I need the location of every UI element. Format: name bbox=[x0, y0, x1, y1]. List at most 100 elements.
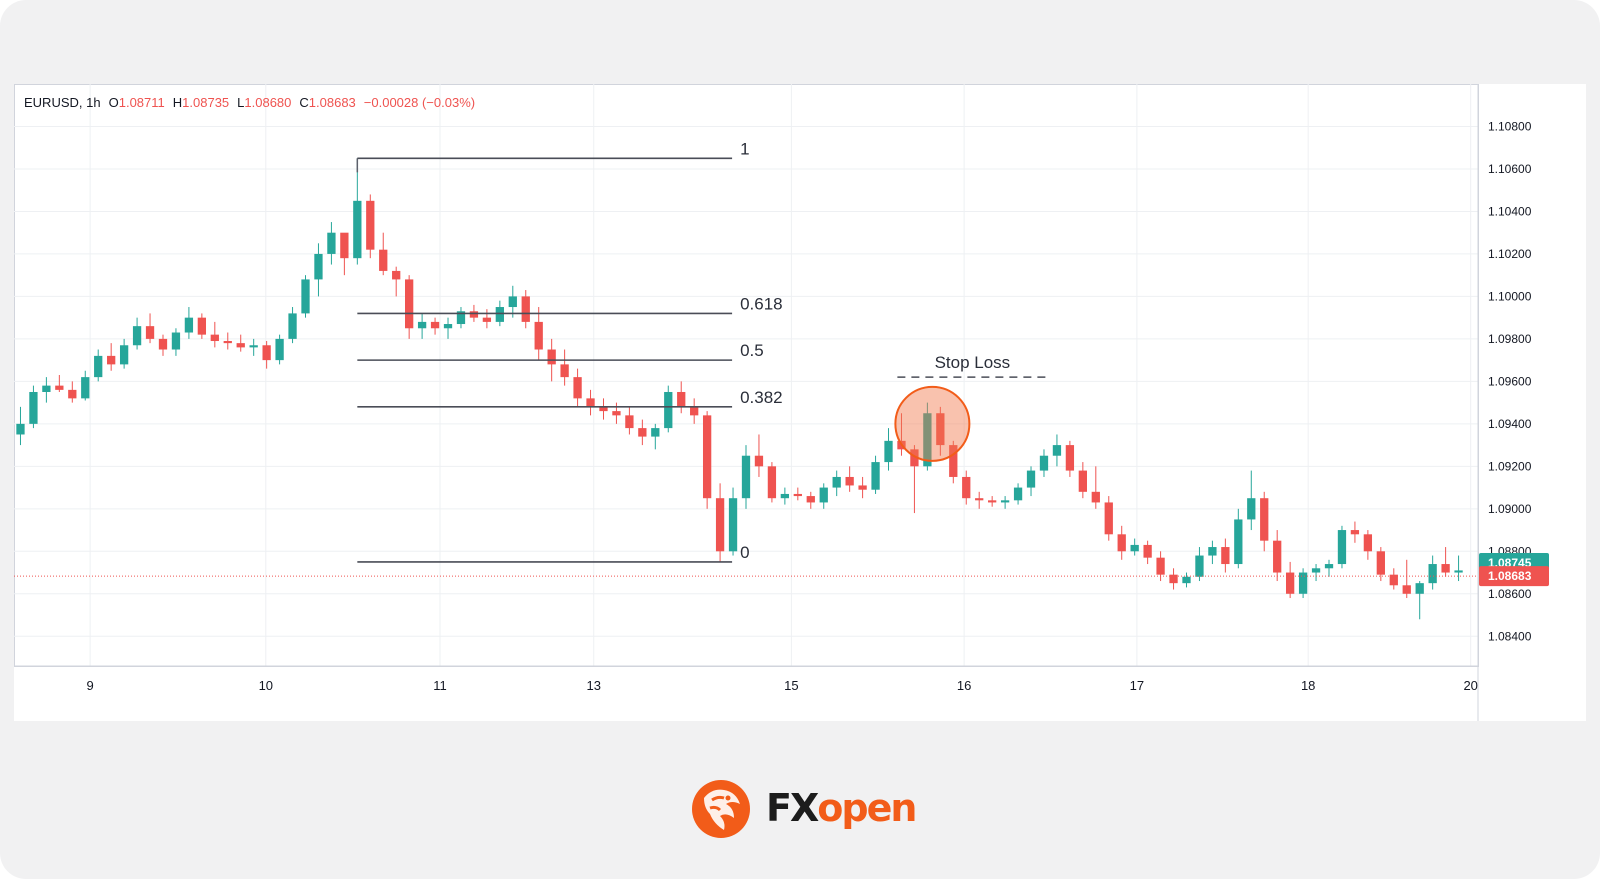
candle-body bbox=[612, 411, 621, 416]
candle bbox=[327, 222, 336, 265]
candle-body bbox=[1350, 530, 1360, 535]
y-tick-label: 1.09000 bbox=[1488, 502, 1532, 516]
candle bbox=[1260, 491, 1269, 552]
candle bbox=[845, 466, 854, 492]
candle bbox=[42, 377, 51, 403]
candle bbox=[1195, 547, 1204, 582]
candle-body bbox=[1298, 572, 1308, 594]
candle-body bbox=[158, 338, 168, 350]
candle-body bbox=[417, 321, 427, 329]
candle bbox=[145, 313, 155, 344]
candle-body bbox=[1208, 547, 1217, 556]
candle bbox=[715, 483, 725, 562]
candle bbox=[1402, 559, 1411, 599]
candle-body bbox=[340, 232, 349, 259]
candle-body bbox=[1311, 568, 1321, 573]
candle-body bbox=[1363, 534, 1373, 552]
y-tick-label: 1.09200 bbox=[1488, 459, 1532, 473]
candle bbox=[1363, 530, 1373, 560]
x-axis: 9 10 11 13 15 16 17 18 20 bbox=[14, 665, 1478, 693]
candle-body bbox=[81, 377, 90, 399]
candle bbox=[638, 419, 647, 446]
candle-body bbox=[923, 413, 932, 467]
y-axis: 1.10800 1.10600 1.10400 1.10200 1.10000 1.098… bbox=[1477, 84, 1532, 721]
candle bbox=[353, 158, 362, 265]
candle-body bbox=[508, 296, 517, 308]
change-value: −0.00028 (−0.03%) bbox=[364, 95, 475, 110]
candle-body bbox=[430, 321, 440, 329]
candle bbox=[1234, 508, 1243, 569]
candle-body bbox=[845, 476, 854, 486]
candle bbox=[962, 470, 971, 505]
candle bbox=[1117, 525, 1126, 560]
candle bbox=[832, 470, 841, 497]
candle bbox=[1130, 538, 1139, 556]
candle-body bbox=[145, 326, 155, 339]
y-tick-label: 1.10400 bbox=[1488, 204, 1532, 218]
candle bbox=[988, 496, 997, 507]
current-price-tag: 1.08683 bbox=[1488, 569, 1532, 583]
candle bbox=[1389, 568, 1398, 590]
candle-body bbox=[690, 406, 699, 416]
candle-body bbox=[392, 270, 401, 280]
candle bbox=[521, 290, 530, 329]
candle bbox=[340, 232, 349, 276]
candle bbox=[1091, 466, 1100, 509]
candle-body bbox=[1337, 530, 1347, 565]
current-price-tag-bg bbox=[1479, 566, 1549, 587]
y-tick-label: 1.08400 bbox=[1488, 629, 1532, 643]
candle bbox=[223, 332, 232, 350]
candle-body bbox=[42, 385, 51, 392]
candle-body bbox=[871, 462, 880, 490]
candle-body bbox=[1013, 487, 1023, 501]
y-tick-label: 1.09800 bbox=[1488, 332, 1532, 346]
candle-body bbox=[107, 355, 116, 365]
y-tick-label: 1.10600 bbox=[1488, 162, 1532, 176]
candle-body bbox=[1441, 564, 1450, 573]
candle bbox=[1324, 559, 1334, 577]
candle bbox=[819, 483, 828, 509]
candle bbox=[171, 328, 181, 356]
x-tick-label: 17 bbox=[1130, 678, 1144, 693]
candle-body bbox=[625, 415, 634, 429]
candle-body bbox=[1104, 502, 1113, 535]
candle-body bbox=[1091, 491, 1100, 503]
candle-body bbox=[715, 498, 725, 552]
candle-body bbox=[119, 345, 129, 365]
x-tick-label: 13 bbox=[587, 678, 601, 693]
candle-body bbox=[521, 296, 530, 322]
candle bbox=[210, 321, 219, 348]
candle-body bbox=[68, 389, 77, 399]
candle bbox=[392, 266, 401, 297]
candle bbox=[780, 487, 790, 505]
candle-body bbox=[495, 307, 504, 322]
candle bbox=[1441, 547, 1450, 577]
candle-body bbox=[1182, 576, 1191, 584]
candle-body bbox=[94, 355, 103, 378]
candle bbox=[1143, 540, 1152, 565]
candle-body bbox=[301, 279, 310, 314]
candle-body bbox=[327, 232, 336, 254]
candle bbox=[936, 406, 945, 456]
x-tick-label: 9 bbox=[87, 678, 94, 693]
candle bbox=[1039, 449, 1049, 477]
candle-body bbox=[353, 200, 362, 259]
candle bbox=[1078, 462, 1087, 499]
candle-body bbox=[949, 445, 958, 477]
candle bbox=[1454, 555, 1463, 582]
candle bbox=[132, 317, 142, 350]
candle bbox=[1026, 466, 1036, 497]
candle-body bbox=[1039, 455, 1049, 471]
candle bbox=[871, 455, 880, 494]
y-tick-label: 1.10000 bbox=[1488, 289, 1532, 303]
candle-body bbox=[560, 364, 569, 378]
candle bbox=[158, 334, 168, 356]
candle-body bbox=[379, 249, 388, 271]
candle-body bbox=[262, 345, 271, 361]
candle-body bbox=[962, 476, 971, 499]
candle bbox=[702, 411, 712, 509]
candle-body bbox=[728, 498, 738, 552]
candle-body bbox=[236, 343, 245, 348]
